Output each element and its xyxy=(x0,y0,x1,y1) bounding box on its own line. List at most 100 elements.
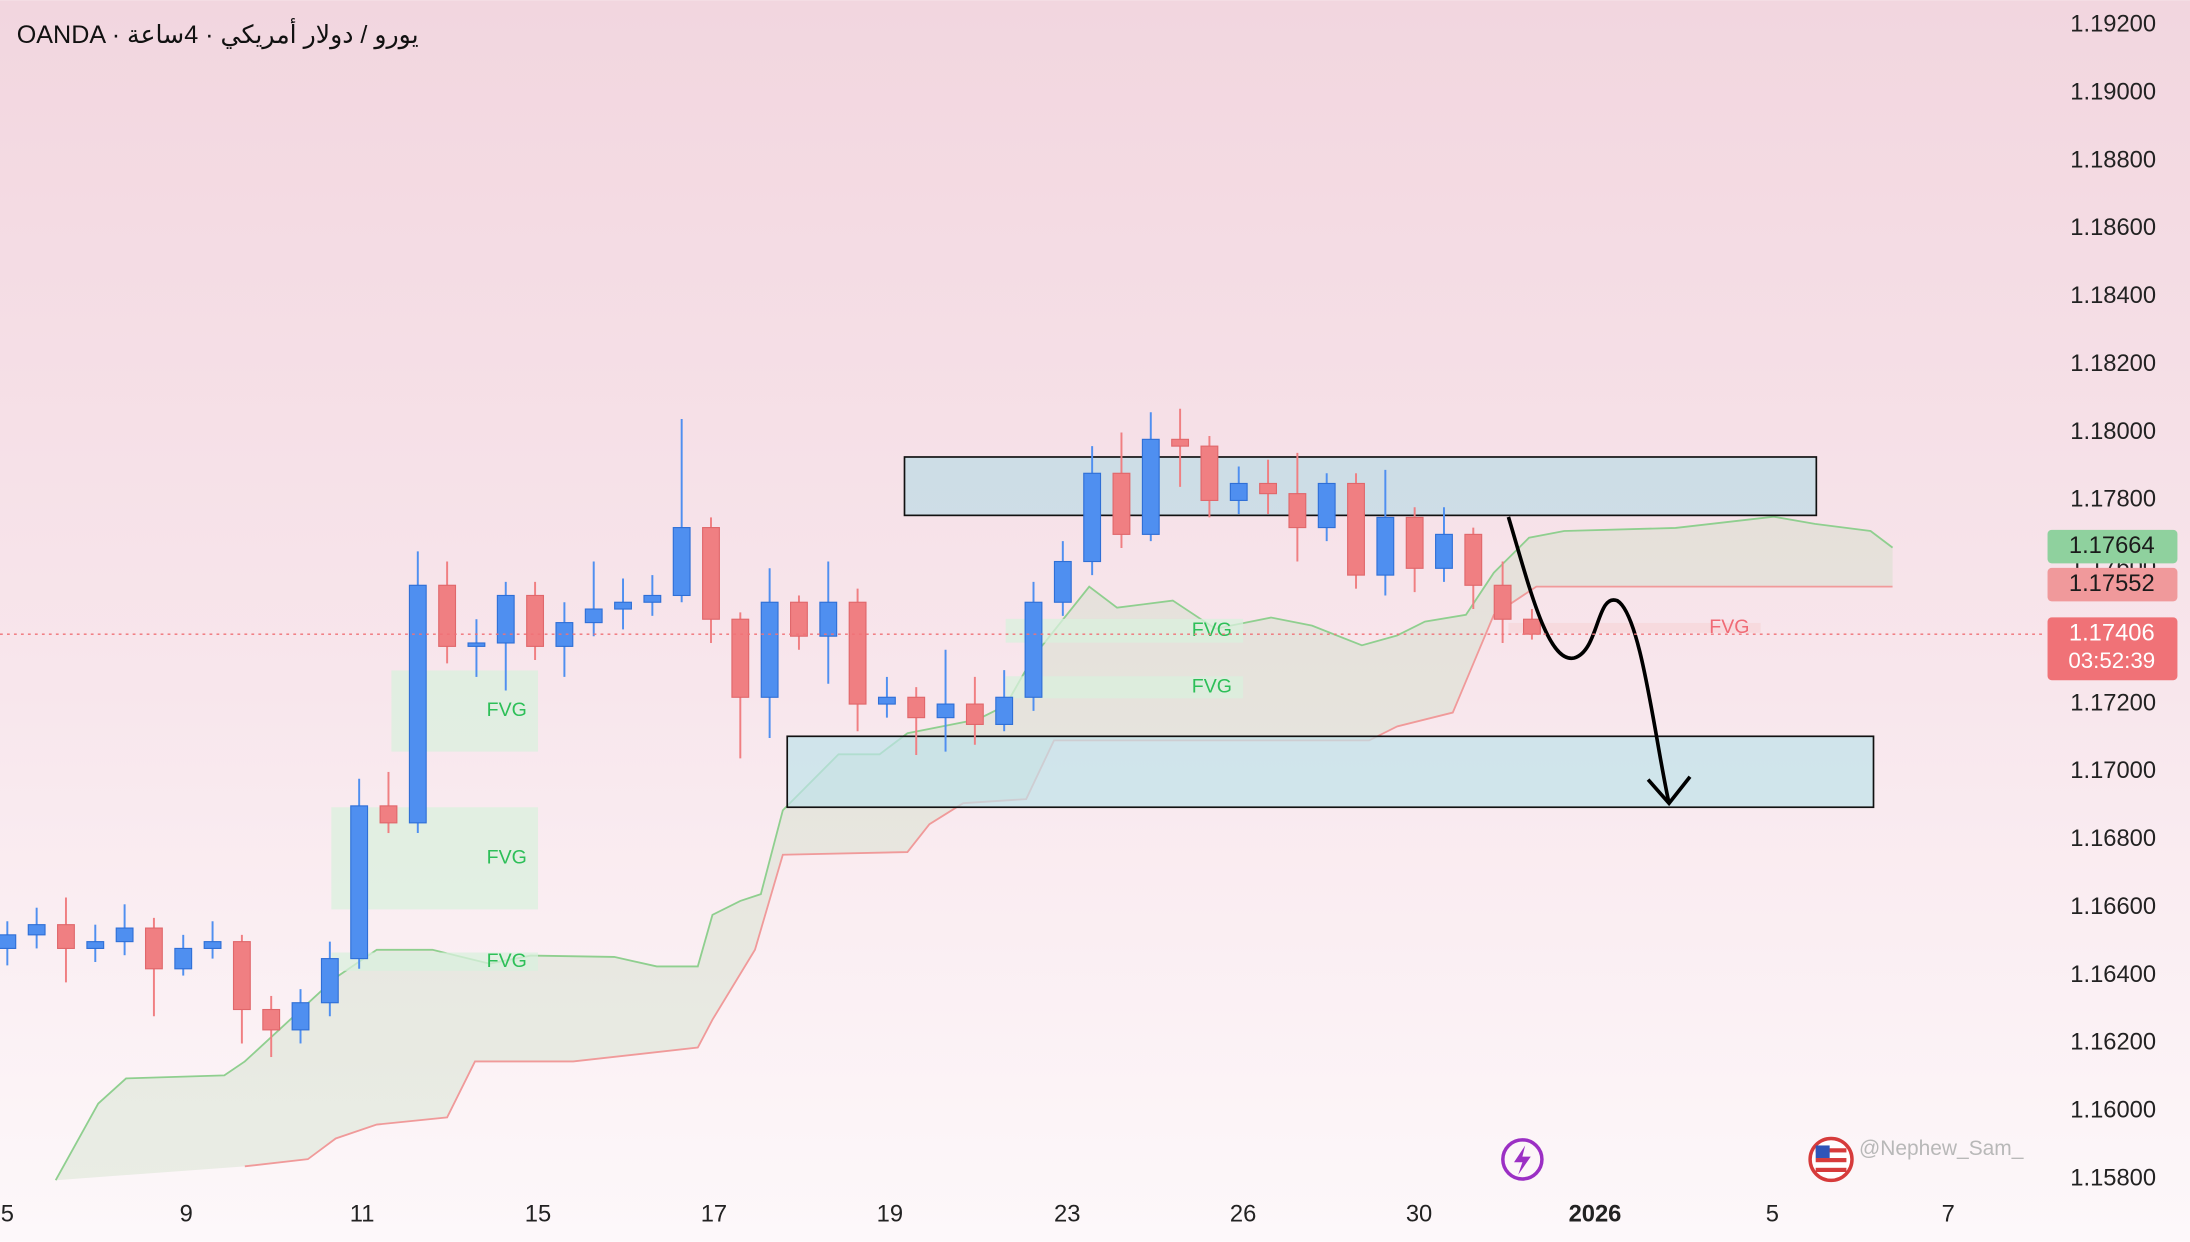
flag-stripe xyxy=(1815,1167,1847,1172)
candle-body xyxy=(1083,472,1102,563)
x-tick-label: 9 xyxy=(180,1202,193,1228)
candle-body xyxy=(936,703,955,719)
y-tick-label: 1.17800 xyxy=(2070,487,2156,513)
flag-stripe xyxy=(1815,1148,1847,1153)
candle-body xyxy=(1522,618,1541,635)
candle-body xyxy=(1200,445,1219,501)
y-tick-label: 1.17000 xyxy=(2070,758,2156,784)
candle-body xyxy=(1435,533,1453,569)
price-label-box xyxy=(2047,529,2178,564)
fvg-box xyxy=(331,952,539,971)
candle-body xyxy=(115,927,134,943)
fvg-box xyxy=(1005,676,1244,699)
y-tick-label: 1.16000 xyxy=(2070,1098,2156,1124)
y-tick-label: 1.16400 xyxy=(2070,962,2156,988)
y-tick-label: 1.16600 xyxy=(2070,894,2156,920)
candle-body xyxy=(1464,533,1483,586)
y-tick-label: 1.18800 xyxy=(2070,147,2156,173)
candle-body xyxy=(496,594,515,644)
bolt-icon xyxy=(1501,1138,1544,1181)
x-tick-label: 17 xyxy=(701,1202,727,1228)
zone xyxy=(786,735,1875,809)
cloud-line xyxy=(54,515,1894,1181)
y-tick-label: 1.18000 xyxy=(2070,419,2156,445)
x-tick-label: 30 xyxy=(1406,1202,1432,1228)
candle-body xyxy=(1141,438,1160,535)
cloud xyxy=(55,516,1893,1181)
price-label-box xyxy=(2047,617,2178,681)
candle-body xyxy=(790,601,808,637)
flag-stripe xyxy=(1815,1158,1847,1163)
candle-body xyxy=(1376,516,1395,576)
candle-body xyxy=(144,927,163,970)
candle-body xyxy=(702,527,720,620)
candle-body xyxy=(438,584,457,647)
candle-body xyxy=(526,594,545,647)
fvg-label: FVG xyxy=(1192,675,1232,697)
candle-body xyxy=(1112,472,1131,535)
fvg-label: FVG xyxy=(487,950,527,972)
candle-body xyxy=(1053,560,1072,603)
y-tick-label: 1.16200 xyxy=(2070,1030,2156,1056)
fvg-box xyxy=(1005,618,1244,643)
price-label: 1.17664 xyxy=(2069,533,2155,559)
candle-body xyxy=(350,805,369,960)
x-tick-label: 5 xyxy=(1766,1202,1779,1228)
candle-body xyxy=(731,618,750,698)
countdown: 03:52:39 xyxy=(2068,648,2155,673)
candle-body xyxy=(848,601,867,705)
candle-body xyxy=(965,703,984,725)
candle-body xyxy=(1229,482,1248,501)
projection-arrow xyxy=(1506,516,1671,804)
candle-body xyxy=(467,642,486,647)
candle-body xyxy=(614,601,632,610)
candle-body xyxy=(408,584,427,824)
candle-body xyxy=(86,941,105,949)
fvg-label: FVG xyxy=(487,699,527,721)
y-tick-label: 1.16800 xyxy=(2070,826,2156,852)
x-tick-label: 7 xyxy=(1942,1202,1955,1228)
x-tick-label: 5 xyxy=(1,1202,14,1228)
y-tick-label: 1.19000 xyxy=(2070,79,2156,105)
watermark: @Nephew_Sam_ xyxy=(1859,1137,2024,1160)
candle-body xyxy=(760,601,779,698)
candle-body xyxy=(379,805,398,824)
cloud-line xyxy=(244,585,1893,1168)
fvg-label: FVG xyxy=(1709,616,1749,638)
candle-body xyxy=(555,622,574,647)
candle-body xyxy=(1024,601,1043,698)
price-label-box xyxy=(2047,567,2178,602)
plot-area: FVG FVG FVG FVG FVG FVG xyxy=(0,408,1894,1181)
candle-body xyxy=(57,924,75,949)
candle-body xyxy=(262,1008,281,1031)
candle-body xyxy=(1288,493,1307,529)
axes: 1.15800 1.16000 1.16200 1.16400 1.16600 1.168… xyxy=(0,12,2178,1228)
candle-body xyxy=(877,696,896,705)
candle-body xyxy=(0,934,17,949)
chart-title: OANDA · يورو / دولار أمريكي · 4ساعة xyxy=(17,17,419,50)
x-tick-label: 11 xyxy=(350,1202,375,1228)
candle-body xyxy=(27,924,46,936)
candle-body xyxy=(819,601,838,637)
candle-body xyxy=(203,941,222,949)
x-tick-label: 23 xyxy=(1054,1202,1080,1228)
arrow-head xyxy=(1646,775,1692,807)
candle-body xyxy=(1317,482,1336,529)
candle-body xyxy=(232,941,251,1011)
flag-canton xyxy=(1815,1145,1830,1159)
y-tick-label: 1.15800 xyxy=(2070,1165,2156,1191)
bolt-shape xyxy=(1514,1145,1531,1175)
candle-body xyxy=(291,1002,310,1031)
y-tick-label: 1.19200 xyxy=(2070,12,2156,38)
y-tick-label: 1.17200 xyxy=(2070,690,2156,716)
x-tick-label: 2026 xyxy=(1569,1202,1622,1228)
candle-body xyxy=(1259,482,1277,495)
fvg-label: FVG xyxy=(487,846,527,868)
x-tick-label: 15 xyxy=(525,1202,551,1228)
candle-body xyxy=(174,947,193,970)
candle-body xyxy=(1347,482,1365,576)
x-tick-label: 19 xyxy=(877,1202,903,1228)
candle-body xyxy=(320,958,339,1004)
